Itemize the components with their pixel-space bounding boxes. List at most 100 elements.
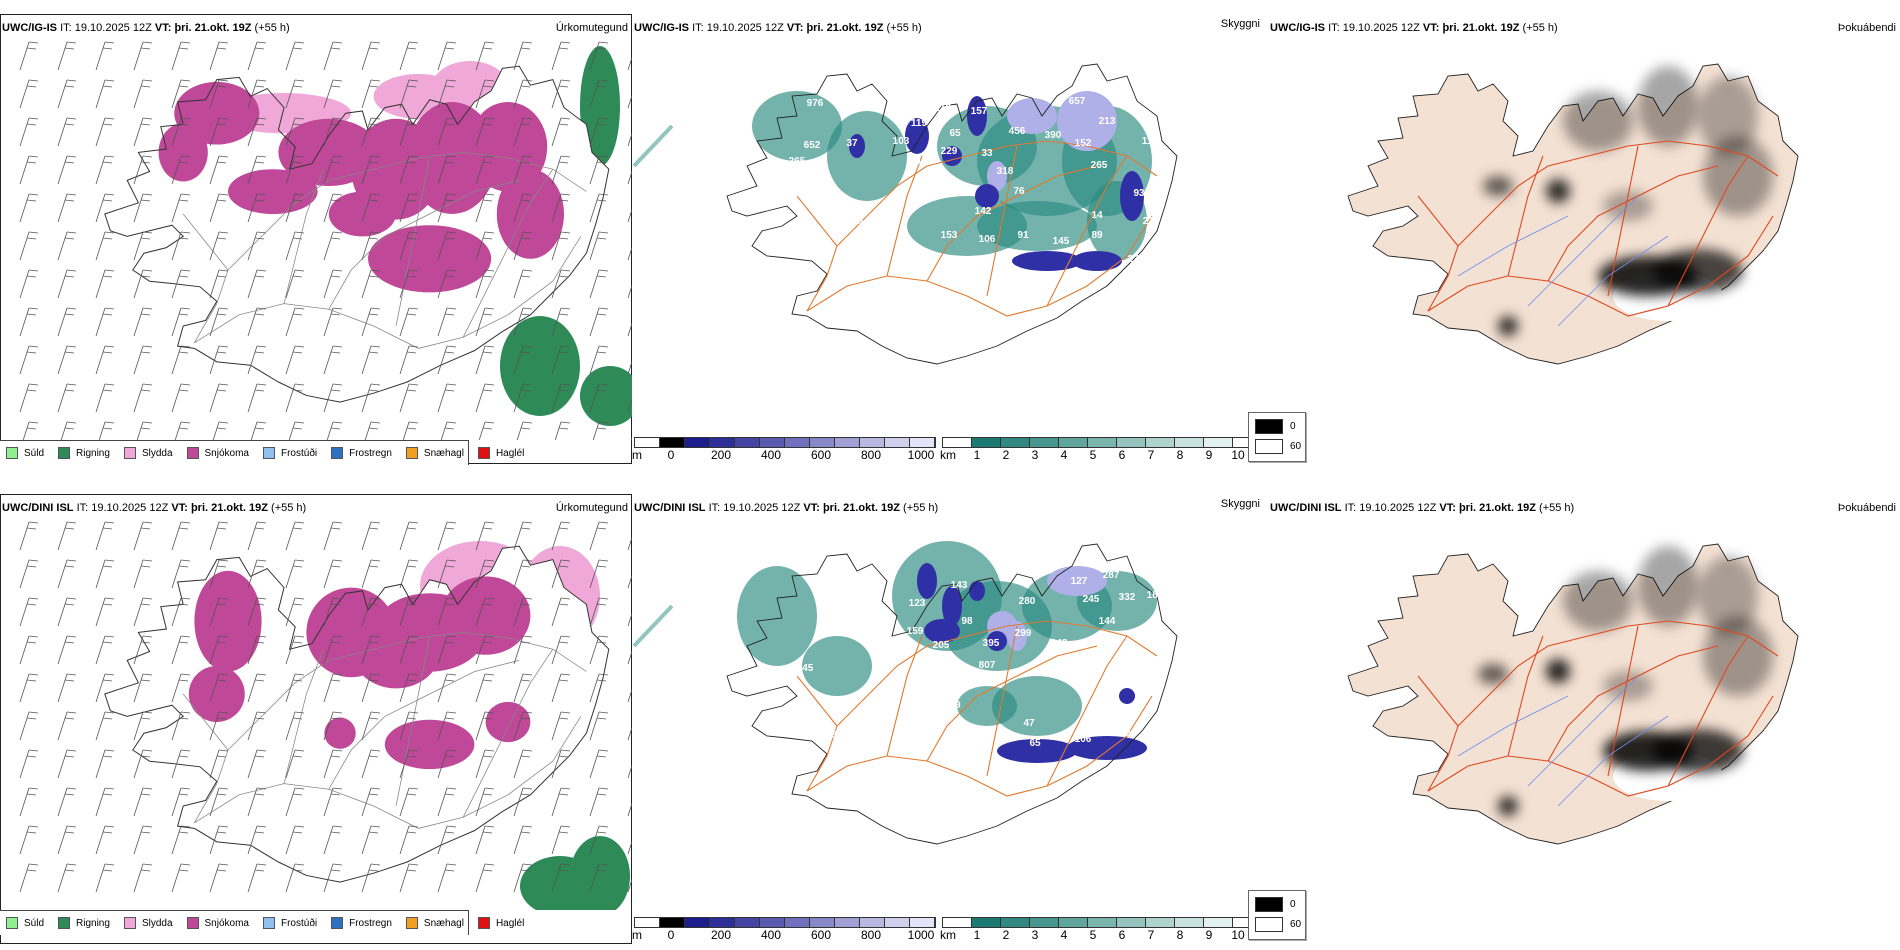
wind-barb-icon xyxy=(437,383,457,413)
wind-barb-icon xyxy=(209,345,229,375)
lead-time: (+55 h) xyxy=(1539,502,1575,514)
colorbar-cell xyxy=(835,438,860,447)
snow-area xyxy=(194,570,262,672)
wind-barb-icon xyxy=(247,231,267,261)
wind-barb-icon xyxy=(323,231,343,261)
vt-label: VT: xyxy=(171,502,188,514)
rain-area xyxy=(580,46,620,166)
colorbar-cell xyxy=(685,438,710,447)
model-name: UWC/DINI ISL xyxy=(634,502,706,514)
wind-barb-icon xyxy=(437,41,457,71)
wind-barb-icon xyxy=(209,597,229,627)
wind-barb-icon xyxy=(551,635,571,665)
low-visibility-area xyxy=(752,91,842,161)
wind-barb-icon xyxy=(437,193,457,223)
wind-barb-icon xyxy=(361,863,381,893)
wind-barb-icon xyxy=(57,193,77,223)
road-line xyxy=(1667,155,1749,307)
cloud-base-label: 37 xyxy=(846,138,858,149)
cloud-base-label: 807 xyxy=(979,660,996,671)
wind-barb-icon xyxy=(95,521,115,551)
wind-barb-icon xyxy=(171,673,191,703)
legend-item-0: Súld xyxy=(6,917,44,929)
wind-barb-icon xyxy=(399,345,419,375)
wind-barb-icon xyxy=(513,345,533,375)
colorbar-tick: 3 xyxy=(1031,448,1039,462)
wind-barb-icon xyxy=(95,559,115,589)
wind-barb-icon xyxy=(399,635,419,665)
wind-barb-icon xyxy=(589,711,609,741)
wind-barb-icon xyxy=(171,711,191,741)
wind-barb-icon xyxy=(57,269,77,299)
rain-area xyxy=(580,366,632,426)
wind-barb-icon xyxy=(551,231,571,261)
fog-index-map[interactable] xyxy=(1268,516,1900,916)
init-time: 19.10.2025 12Z xyxy=(706,22,784,34)
wind-barb-icon xyxy=(399,269,419,299)
legend-label: Frostúði xyxy=(280,447,318,459)
colorbar-cell xyxy=(735,918,760,927)
road-line xyxy=(462,168,554,338)
wind-barb-icon xyxy=(323,307,343,337)
road-line xyxy=(1507,635,1544,757)
road-line xyxy=(227,152,587,271)
wind-barb-icon xyxy=(171,383,191,413)
colorbar-tick: 6 xyxy=(1118,928,1126,942)
wind-barb-icon xyxy=(19,231,39,261)
cloud-base-label: 145 xyxy=(1053,236,1070,247)
wind-barb-icon xyxy=(133,711,153,741)
legend-item-6: Snæhagl xyxy=(405,447,464,459)
colorbar-cell xyxy=(1146,438,1175,447)
low-visibility-area xyxy=(977,201,1097,251)
wind-barb-icon xyxy=(133,231,153,261)
legend-swatch xyxy=(123,447,136,459)
wind-barb-icon xyxy=(57,521,77,551)
colorbar-cell xyxy=(710,438,735,447)
cloud-base-label: 34 xyxy=(871,630,883,641)
init-time: 19.10.2025 12Z xyxy=(91,502,169,514)
wind-barb-icon xyxy=(361,711,381,741)
legend-label: Haglél xyxy=(495,447,525,459)
wind-barb-icon xyxy=(513,269,533,299)
lead-time: (+55 h) xyxy=(271,502,307,514)
iceland-coastline xyxy=(104,65,610,403)
lead-time: (+55 h) xyxy=(886,22,922,34)
wind-barb-icon xyxy=(551,193,571,223)
valid-time: þri. 21.okt. 19Z xyxy=(1458,502,1536,514)
wind-barb-icon xyxy=(513,787,533,817)
precip-legend: Súld Rigning Slydda Snjókoma Frostúði Frostre… xyxy=(0,440,524,465)
road-line xyxy=(328,180,520,310)
road-line xyxy=(1607,145,1639,297)
cloud-base-label: 119 xyxy=(911,118,928,129)
wind-barb-icon xyxy=(627,802,632,817)
precip-type-map[interactable] xyxy=(0,516,632,910)
wind-barb-icon xyxy=(475,269,495,299)
wind-barb-icon xyxy=(551,79,571,109)
road-line xyxy=(1667,635,1749,787)
cloud-base-area xyxy=(1007,621,1027,651)
fog-index-map[interactable] xyxy=(1268,36,1900,436)
wind-barb-icon xyxy=(589,117,609,147)
iceland-coastline xyxy=(726,543,1178,845)
wind-barb-icon xyxy=(323,635,343,665)
visibility-map[interactable]: 245 268 34 123 143 159 98 205 395 80 807 280 299 242 1… xyxy=(632,516,1268,908)
wind-barb-icon xyxy=(209,749,229,779)
wind-barb-icon xyxy=(171,79,191,109)
fog-area xyxy=(1698,76,1758,156)
wind-barb-icon xyxy=(133,521,153,551)
wind-barb-icon xyxy=(171,597,191,627)
legend-swatch xyxy=(186,917,199,929)
fog-legend-item: 60 xyxy=(1255,439,1301,454)
low-cloud-base-area xyxy=(1072,251,1122,271)
wind-barb-icon xyxy=(171,231,191,261)
wind-barb-icon xyxy=(361,193,381,223)
wind-barb-icon xyxy=(285,825,305,855)
road-line xyxy=(283,649,324,784)
wind-barb-icon xyxy=(171,863,191,893)
precip-type-map[interactable] xyxy=(0,36,632,440)
snow-area xyxy=(485,701,531,743)
wind-barb-icon xyxy=(361,269,381,299)
legend-label: Slydda xyxy=(141,917,173,929)
colorbar-tick: 0 xyxy=(667,448,675,462)
visibility-map[interactable]: 14 976 265 342 652 37 143 86 201 108 165 259 157 75 11… xyxy=(632,36,1268,436)
